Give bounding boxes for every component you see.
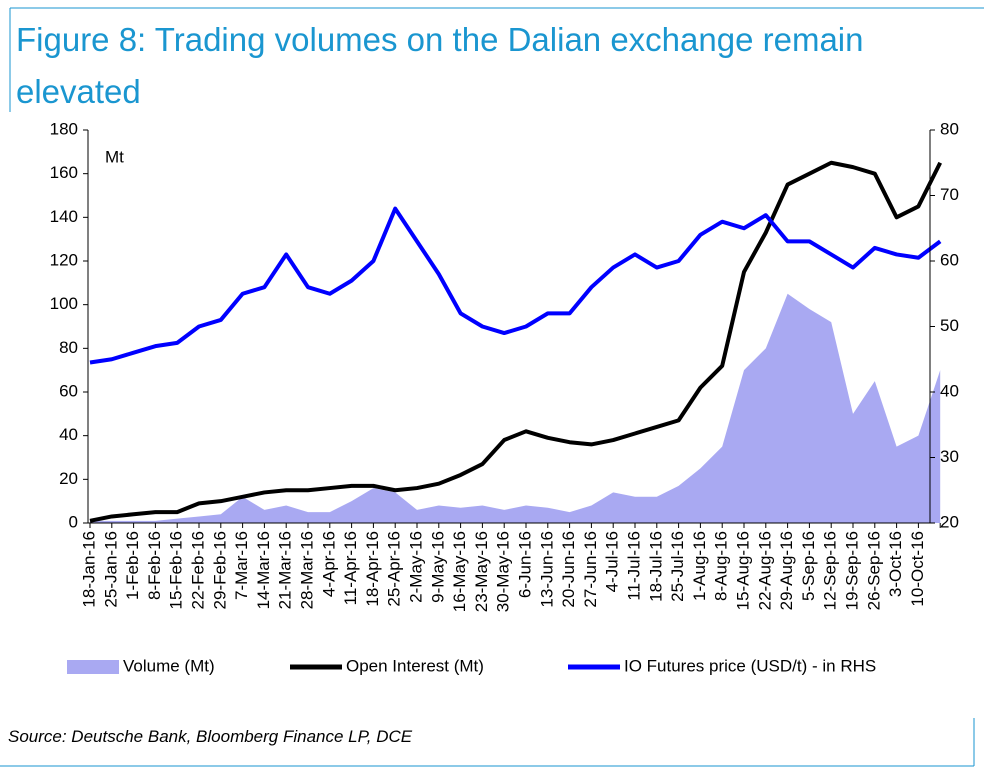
- y2-tick-label: 70: [940, 185, 959, 204]
- x-tick-label: 4-Jul-16: [603, 531, 622, 592]
- volume-area: [90, 293, 941, 523]
- x-tick-label: 14-Mar-16: [254, 531, 273, 609]
- x-tick-label: 25-Apr-16: [385, 531, 404, 607]
- x-tick-label: 21-Mar-16: [276, 531, 295, 609]
- x-tick-label: 22-Feb-16: [188, 531, 207, 609]
- x-tick-label: 16-May-16: [450, 531, 469, 612]
- x-tick-label: 7-Mar-16: [232, 531, 251, 600]
- x-tick-label: 8-Aug-16: [712, 531, 731, 601]
- x-tick-label: 29-Feb-16: [210, 531, 229, 609]
- x-tick-label: 27-Jun-16: [581, 531, 600, 608]
- x-tick-label: 11-Jul-16: [624, 531, 643, 601]
- x-tick-label: 9-May-16: [428, 531, 447, 603]
- series-line: [89, 160, 942, 523]
- y-tick-label: 20: [59, 469, 78, 488]
- y-tick-label: 120: [50, 250, 78, 269]
- y2-tick-label: 40: [940, 381, 959, 400]
- legend-swatch: [67, 660, 119, 674]
- y2-tick-label: 60: [940, 250, 959, 269]
- x-tick-label: 4-Apr-16: [319, 531, 338, 597]
- x-tick-label: 18-Jul-16: [646, 531, 665, 602]
- x-tick-label: 6-Jun-16: [515, 531, 534, 598]
- y-tick-label: 160: [50, 163, 78, 182]
- x-tick-label: 15-Feb-16: [167, 531, 186, 609]
- x-tick-label: 11-Apr-16: [341, 531, 360, 605]
- x-tick-label: 20-Jun-16: [559, 531, 578, 608]
- y-tick-label: 80: [59, 338, 78, 357]
- x-tick-label: 12-Sep-16: [821, 531, 840, 610]
- x-tick-label: 1-Feb-16: [123, 531, 142, 600]
- y2-tick-label: 50: [940, 316, 959, 335]
- x-tick-label: 19-Sep-16: [842, 531, 861, 610]
- x-tick-label: 22-Aug-16: [755, 531, 774, 610]
- x-tick-label: 25-Jan-16: [101, 531, 120, 608]
- y2-tick-label: 20: [940, 512, 959, 531]
- x-tick-label: 29-Aug-16: [777, 531, 796, 610]
- legend-label: Open Interest (Mt): [346, 656, 484, 675]
- x-tick-label: 15-Aug-16: [733, 531, 752, 610]
- y-unit-label: Mt: [105, 147, 124, 166]
- legend-label: Volume (Mt): [123, 656, 215, 675]
- x-tick-label: 30-May-16: [494, 531, 513, 612]
- x-tick-label: 25-Jul-16: [668, 531, 687, 602]
- y-tick-label: 180: [50, 119, 78, 138]
- x-tick-label: 18-Jan-16: [79, 531, 98, 608]
- series-line: [89, 206, 942, 365]
- y-tick-label: 100: [50, 294, 78, 313]
- chart-title: Figure 8: Trading volumes on the Dalian …: [16, 21, 864, 110]
- x-tick-label: 26-Sep-16: [864, 531, 883, 610]
- source-note: Source: Deutsche Bank, Bloomberg Finance…: [8, 727, 413, 746]
- x-tick-label: 1-Aug-16: [690, 531, 709, 601]
- y-tick-label: 40: [59, 425, 78, 444]
- x-tick-label: 3-Oct-16: [886, 531, 905, 597]
- x-tick-label: 2-May-16: [406, 531, 425, 603]
- y2-tick-label: 30: [940, 447, 959, 466]
- y2-tick-label: 80: [940, 119, 959, 138]
- x-tick-label: 28-Mar-16: [297, 531, 316, 609]
- x-tick-label: 5-Sep-16: [799, 531, 818, 601]
- x-tick-label: 10-Oct-16: [908, 531, 927, 607]
- x-tick-label: 23-May-16: [472, 531, 491, 612]
- y-tick-label: 140: [50, 207, 78, 226]
- y-tick-label: 60: [59, 381, 78, 400]
- x-tick-label: 13-Jun-16: [537, 531, 556, 608]
- x-tick-label: 8-Feb-16: [145, 531, 164, 600]
- y-tick-label: 0: [69, 512, 78, 531]
- x-tick-label: 18-Apr-16: [363, 531, 382, 607]
- legend-label: IO Futures price (USD/t) - in RHS: [624, 656, 876, 675]
